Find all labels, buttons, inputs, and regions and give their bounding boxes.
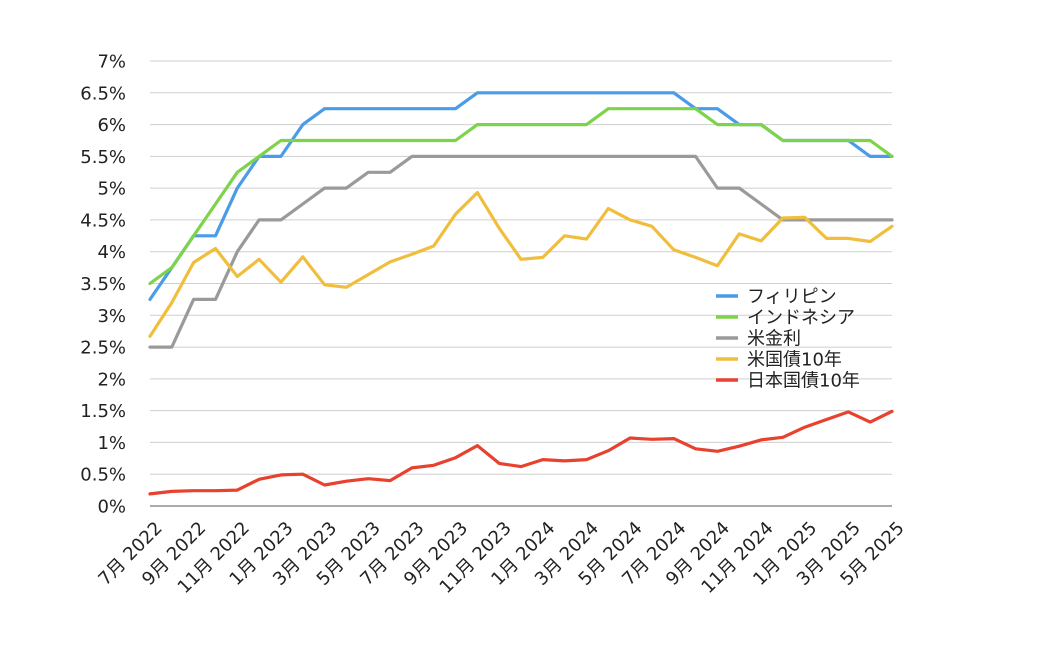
y-tick-label: 0.5% bbox=[80, 465, 126, 486]
series-line-1 bbox=[148, 107, 894, 286]
gridlines bbox=[150, 60, 892, 507]
legend-label: フィリピン bbox=[747, 287, 837, 308]
legend-label: 日本国債10年 bbox=[747, 371, 860, 392]
y-tick-label: 4% bbox=[97, 242, 126, 263]
y-tick-label: 3.5% bbox=[80, 274, 126, 295]
legend-label: インドネシア bbox=[747, 308, 855, 329]
y-axis-tick-labels: 0% 0.5% 1% 1.5% 2% 2.5% 3% 3.5% 4% 4.5% 5% 5.5% 6% 6.… bbox=[80, 52, 126, 518]
series-line-4 bbox=[148, 409, 894, 496]
y-tick-label: 1% bbox=[97, 433, 126, 454]
y-tick-label: 2.5% bbox=[80, 338, 126, 359]
y-tick-label: 7% bbox=[97, 52, 126, 73]
y-tick-label: 2% bbox=[97, 369, 126, 390]
y-tick-label: 1.5% bbox=[80, 401, 126, 422]
series-line-3 bbox=[148, 191, 894, 338]
y-tick-label: 6.5% bbox=[80, 83, 126, 104]
legend-label: 米国債10年 bbox=[747, 350, 842, 371]
series-line-2 bbox=[148, 154, 894, 349]
y-tick-label: 6% bbox=[97, 115, 126, 136]
series-lines bbox=[148, 91, 894, 496]
y-tick-label: 3% bbox=[97, 306, 126, 327]
y-tick-label: 4.5% bbox=[80, 210, 126, 231]
y-tick-label: 5% bbox=[97, 179, 126, 200]
y-tick-label: 0% bbox=[97, 497, 126, 518]
y-tick-label: 5.5% bbox=[80, 147, 126, 168]
legend-label: 米金利 bbox=[747, 329, 801, 350]
